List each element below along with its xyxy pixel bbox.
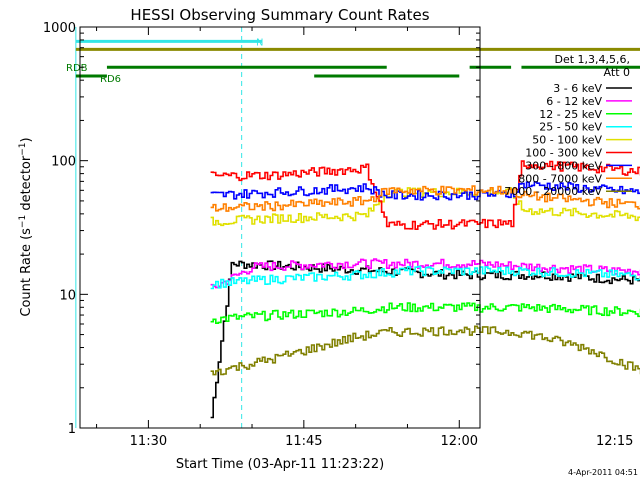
- plot-frame: [79, 26, 481, 429]
- y-tick-label: 1000: [43, 21, 76, 36]
- series-line-3: [210, 265, 640, 290]
- vertical-time-markers: [75, 27, 243, 428]
- series-line-8: [210, 325, 640, 376]
- legend-label-0: 3 - 6 keV: [553, 82, 602, 95]
- legend-header-line: Att 0: [604, 66, 630, 79]
- legend-label-3: 25 - 50 keV: [539, 121, 602, 134]
- legend-label-6: 300 - 800 keV: [525, 159, 602, 172]
- legend-label-1: 6 - 12 keV: [546, 95, 602, 108]
- series-line-5: [210, 160, 640, 230]
- legend-label-5: 100 - 300 keV: [525, 147, 602, 160]
- y-tick-label: 100: [51, 155, 76, 170]
- series-layer: [210, 160, 640, 419]
- y-axis-label-exp2: −1: [18, 142, 28, 155]
- legend-header-line: Det 1,3,4,5,6,: [554, 53, 630, 66]
- legend-label-2: 12 - 25 keV: [539, 108, 602, 121]
- series-line-1: [210, 258, 640, 289]
- series-line-6: [210, 181, 640, 201]
- x-tick-label: 11:45: [285, 434, 322, 449]
- axes-layer: 110100100011:3011:4512:0012:1512:3012:45…: [43, 21, 634, 449]
- chart-title: HESSI Observing Summary Count Rates: [130, 6, 429, 24]
- y-axis-label-mid: detector: [19, 155, 34, 215]
- flag-label-rd6: RD6: [100, 74, 121, 85]
- x-tick-label: 12:00: [441, 434, 478, 449]
- legend-label-8: 7000 - 20000 keV: [504, 185, 602, 198]
- legend-label-7: 800 - 7000 keV: [518, 172, 602, 185]
- y-axis-label-end: ): [19, 137, 34, 142]
- series-line-0: [210, 260, 640, 419]
- series-line-2: [210, 302, 640, 324]
- flag-label-rdb: RDB: [66, 63, 88, 74]
- series-line-7: [210, 185, 640, 212]
- y-tick-label: 10: [59, 288, 76, 303]
- legend-label-4: 50 - 100 keV: [532, 134, 602, 147]
- flag-label-n: N: [256, 37, 263, 48]
- y-axis-label: Count Rate (s−1 detector−1): [18, 137, 34, 316]
- x-tick-label: 11:30: [130, 434, 167, 449]
- series-line-4: [210, 187, 640, 227]
- flag-bars-layer: NFD2FD3RDBRD6: [66, 37, 640, 85]
- x-axis-label: Start Time (03-Apr-11 11:23:22): [176, 457, 384, 472]
- y-axis-label-main: Count Rate (s: [19, 228, 34, 317]
- timestamp: 4-Apr-2011 04:51: [568, 468, 638, 477]
- y-axis-label-exp1: −1: [18, 215, 28, 228]
- y-tick-label: 1: [68, 422, 76, 437]
- x-tick-label: 12:15: [596, 434, 633, 449]
